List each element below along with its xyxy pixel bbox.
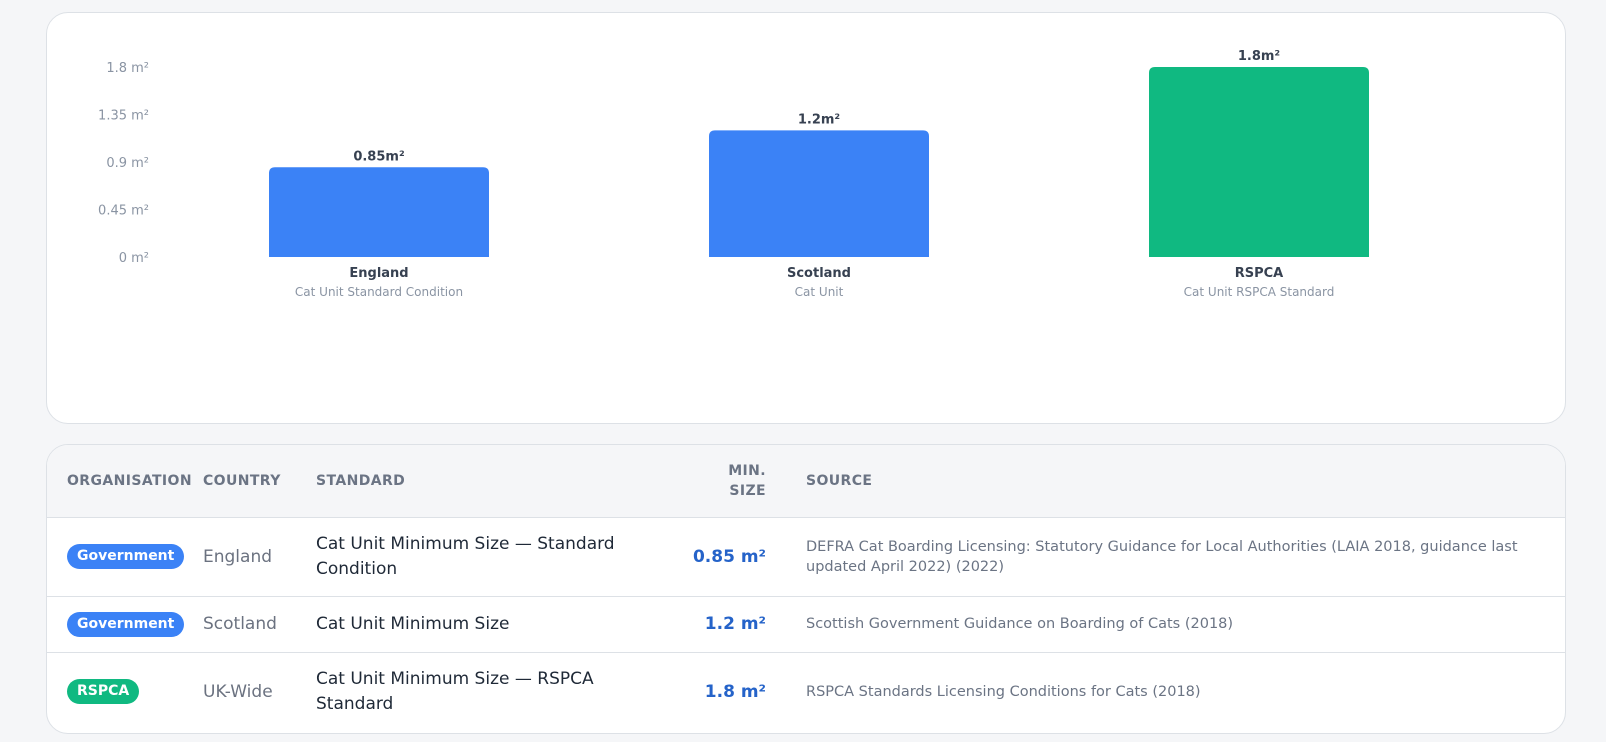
bar-chart: 0 m² 0.45 m² 0.9 m² 1.35 m² 1.8 m² 0.85m² Engl… [98, 49, 1369, 299]
category-subtitle: Cat Unit [795, 285, 844, 299]
category-label: Scotland [787, 266, 851, 281]
standard-cell: Cat Unit Minimum Size — Standard Conditi… [316, 533, 615, 579]
source-cell: DEFRA Cat Boarding Licensing: Statutory … [806, 538, 1518, 575]
bar-value-label: 0.85m² [353, 149, 404, 164]
header-country[interactable]: COUNTRY [203, 472, 281, 489]
source-cell: Scottish Government Guidance on Boarding… [806, 616, 1234, 632]
chart-card: 0 m² 0.45 m² 0.9 m² 1.35 m² 1.8 m² 0.85m² Engl… [46, 12, 1566, 424]
bar-rspca[interactable] [1149, 67, 1369, 257]
y-tick-label: 1.35 m² [98, 109, 149, 124]
y-tick-label: 1.8 m² [106, 61, 149, 76]
min-size-cell: 0.85 m² [692, 546, 766, 567]
category-label: England [349, 266, 408, 281]
standards-table: ORGANISATION COUNTRY STANDARD MIN. SIZE S… [47, 445, 1565, 731]
category-label: RSPCA [1235, 266, 1284, 281]
category-subtitle: Cat Unit RSPCA Standard [1184, 285, 1335, 299]
header-standard[interactable]: STANDARD [316, 472, 406, 489]
org-badge: RSPCA [67, 679, 140, 705]
y-tick-label: 0.45 m² [98, 204, 149, 219]
header-min-size-line1: MIN. [728, 462, 766, 479]
table-row: Government Scotland Cat Unit Minimum Siz… [47, 596, 1565, 652]
min-size-cell: 1.8 m² [704, 681, 766, 702]
bar-england[interactable] [269, 167, 489, 257]
table-row: RSPCA UK-Wide Cat Unit Minimum Size — RS… [47, 652, 1565, 731]
country-cell: Scotland [203, 614, 277, 634]
standards-table-card: ORGANISATION COUNTRY STANDARD MIN. SIZE S… [46, 444, 1566, 734]
y-tick-label: 0 m² [119, 251, 149, 266]
table-row: Government England Cat Unit Minimum Size… [47, 517, 1565, 596]
standard-cell: Cat Unit Minimum Size [316, 613, 510, 634]
category-subtitle: Cat Unit Standard Condition [295, 285, 463, 299]
bar-scotland[interactable] [709, 130, 929, 257]
country-cell: England [203, 546, 273, 567]
source-cell: RSPCA Standards Licensing Conditions for… [806, 683, 1201, 700]
org-badge: Government [67, 544, 185, 569]
header-source[interactable]: SOURCE [806, 472, 873, 489]
bar-value-label: 1.2m² [798, 112, 840, 127]
min-size-cell: 1.2 m² [704, 614, 766, 634]
y-tick-label: 0.9 m² [106, 156, 149, 171]
table-header-row: ORGANISATION COUNTRY STANDARD MIN. SIZE S… [47, 445, 1565, 517]
standard-cell: Cat Unit Minimum Size — RSPCA Standard [316, 668, 594, 714]
header-min-size-line2: SIZE [729, 482, 766, 499]
country-cell: UK-Wide [203, 681, 273, 702]
header-organisation[interactable]: ORGANISATION [67, 472, 192, 489]
org-badge: Government [67, 611, 185, 637]
bar-value-label: 1.8m² [1238, 49, 1280, 64]
header-min-size[interactable]: MIN. SIZE [683, 445, 766, 517]
